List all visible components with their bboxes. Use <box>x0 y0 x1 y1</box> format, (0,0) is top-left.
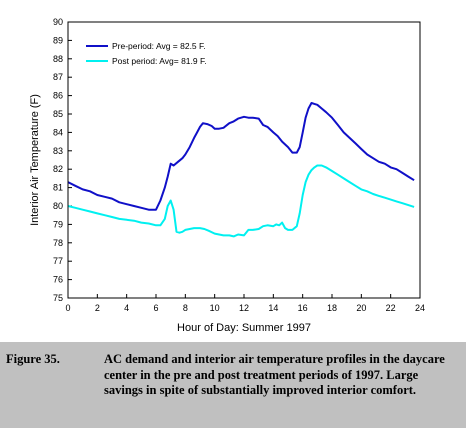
x-tick-label: 24 <box>415 303 425 313</box>
y-tick-label: 75 <box>53 293 63 303</box>
y-tick-label: 80 <box>53 201 63 211</box>
x-tick-label: 2 <box>95 303 100 313</box>
y-tick-label: 82 <box>53 164 63 174</box>
x-tick-label: 12 <box>239 303 249 313</box>
series-line-0 <box>67 102 415 211</box>
x-tick-label: 6 <box>153 303 158 313</box>
legend-label-1: Post period: Avg= 81.9 F. <box>112 56 207 66</box>
y-tick-label: 85 <box>53 109 63 119</box>
x-tick-label: 16 <box>298 303 308 313</box>
x-tick-label: 4 <box>124 303 129 313</box>
y-axis-title: Interior Air Temperature (F) <box>29 94 41 226</box>
x-tick-label: 18 <box>327 303 337 313</box>
y-tick-label: 81 <box>53 183 63 193</box>
y-tick-label: 87 <box>53 72 63 82</box>
x-tick-label: 20 <box>356 303 366 313</box>
y-tick-label: 79 <box>53 219 63 229</box>
series-line-1 <box>67 164 415 238</box>
caption-number: Figure 35. <box>6 352 60 366</box>
y-tick-label: 84 <box>53 127 63 137</box>
figure-caption: Figure 35. AC demand and interior air te… <box>0 342 466 428</box>
y-tick-label: 83 <box>53 146 63 156</box>
y-tick-label: 90 <box>53 17 63 27</box>
y-tick-label: 77 <box>53 256 63 266</box>
y-tick-label: 86 <box>53 91 63 101</box>
x-tick-label: 14 <box>268 303 278 313</box>
line-chart: 0 2 4 6 8 10 12 14 16 18 20 22 247576777879808182838… <box>29 17 425 334</box>
chart-area: 0 2 4 6 8 10 12 14 16 18 20 22 24 75 76 77 78 79 80 81 82 83 8… <box>29 17 426 334</box>
y-tick-label: 89 <box>53 35 63 45</box>
y-tick-label: 78 <box>53 238 63 248</box>
y-tick-label: 88 <box>53 54 63 64</box>
plot-frame <box>67 21 421 299</box>
legend-label-0: Pre-period: Avg = 82.5 F. <box>112 41 206 51</box>
x-tick-label: 22 <box>386 303 396 313</box>
x-tick-label: 8 <box>183 303 188 313</box>
caption-text: AC demand and interior air temperature p… <box>104 352 445 397</box>
x-tick-label: 10 <box>210 303 220 313</box>
y-tick-label: 76 <box>53 275 63 285</box>
x-tick-label: 0 <box>65 303 70 313</box>
x-axis-title: Hour of Day: Summer 1997 <box>177 322 311 334</box>
